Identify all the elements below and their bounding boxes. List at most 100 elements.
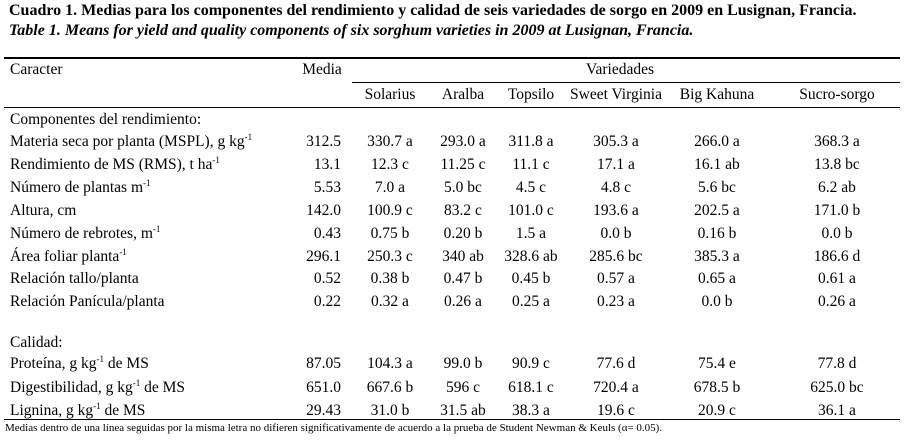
row-label-text: Relación Panícula/planta	[10, 293, 165, 310]
media-value: 312.5	[306, 133, 341, 150]
row-label-text: Materia seca por planta (MSPL), g kg	[10, 133, 245, 150]
variety-value: 0.23 a	[597, 293, 635, 310]
variety-value: 171.0 b	[813, 202, 861, 219]
row-label: Número de plantas m-1	[10, 179, 151, 197]
unit-exponent: -1	[132, 378, 141, 388]
variety-value: 0.47 b	[443, 270, 483, 287]
media-value: 13.1	[313, 156, 341, 173]
variety-value: 305.3 a	[593, 133, 639, 150]
variety-value: 17.1 a	[597, 156, 635, 173]
row-label: Proteína, g kg-1 de MS	[10, 355, 149, 373]
variety-value: 311.8 a	[508, 133, 554, 150]
variety-header: Sweet Virginia	[570, 86, 662, 103]
variety-value: 77.8 d	[817, 355, 857, 372]
unit-exponent: -1	[212, 155, 220, 165]
variety-value: 0.45 b	[511, 270, 551, 287]
row-label-text: Digestibilidad, g kg	[10, 379, 133, 396]
media-value: 5.53	[313, 179, 341, 196]
row-label: Rendimiento de MS (RMS), t ha-1	[10, 156, 220, 174]
row-label-text: Área foliar planta	[10, 248, 120, 265]
variety-value: 202.5 a	[694, 202, 740, 219]
variety-value: 11.1 c	[512, 156, 550, 173]
variety-value: 0.25 a	[512, 293, 550, 310]
variety-header: Topsilo	[507, 86, 555, 103]
variety-value: 0.75 b	[370, 225, 410, 242]
media-value: 0.52	[313, 270, 341, 287]
variety-value: 77.6 d	[596, 355, 636, 372]
variety-value: 186.6 d	[813, 248, 861, 265]
variety-value: 101.0 c	[508, 202, 554, 219]
variety-value: 0.20 b	[443, 225, 483, 242]
media-value: 142.0	[306, 202, 341, 219]
row-label: Altura, cm	[10, 202, 76, 220]
unit-exponent: -1	[143, 178, 151, 188]
variety-value: 13.8 bc	[814, 156, 860, 173]
variety-header: Sucro-sorgo	[799, 86, 875, 103]
variety-value: 4.8 c	[600, 179, 632, 196]
caption-en-label: Table 1.	[9, 22, 61, 39]
variety-value: 0.65 a	[698, 270, 736, 287]
variety-value: 12.3 c	[371, 156, 409, 173]
unit-exponent: -1	[244, 132, 253, 142]
row-label-text: Proteína, g kg	[10, 355, 97, 372]
variety-value: 31.0 b	[370, 402, 410, 419]
variety-value: 0.0 b	[821, 225, 853, 242]
variety-value: 293.0 a	[440, 133, 486, 150]
variety-value: 0.61 a	[818, 270, 856, 287]
variety-value: 90.9 c	[512, 355, 550, 372]
caption-english: Table 1. Means for yield and quality com…	[9, 22, 693, 40]
media-value: 0.22	[313, 293, 341, 310]
row-label-suffix: de MS	[100, 402, 146, 419]
row-label-text: Número de rebrotes, m	[10, 225, 153, 242]
unit-exponent: -1	[119, 247, 127, 257]
header-variedades: Variedades	[586, 61, 654, 78]
variety-value: 368.3 a	[814, 133, 860, 150]
variety-value: 618.1 c	[508, 379, 554, 396]
caption-es-text: Medias para los componentes del rendimie…	[77, 2, 857, 19]
variety-value: 99.0 b	[443, 355, 483, 372]
table-bottom-rule	[4, 419, 900, 420]
variety-value: 385.3 a	[694, 248, 740, 265]
row-label-text: Relación tallo/planta	[10, 270, 139, 287]
caption-spanish: Cuadro 1. Medias para los componentes de…	[9, 2, 856, 20]
media-value: 651.0	[306, 379, 341, 396]
variety-value: 266.0 a	[694, 133, 740, 150]
variety-value: 720.4 a	[593, 379, 639, 396]
row-label-suffix: de MS	[104, 355, 149, 372]
variety-value: 0.57 a	[597, 270, 635, 287]
variety-header: Solarius	[364, 86, 416, 103]
variety-header: Big Kahuna	[679, 86, 755, 103]
variety-value: 678.5 b	[693, 379, 741, 396]
row-label: Relación Panícula/planta	[10, 293, 165, 311]
variety-value: 0.32 a	[371, 293, 409, 310]
variety-value: 31.5 ab	[440, 402, 486, 419]
row-label-text: Número de plantas m	[10, 179, 144, 196]
variety-value: 19.6 c	[597, 402, 635, 419]
variety-value: 5.0 bc	[444, 179, 482, 196]
variety-value: 6.2 ab	[818, 179, 856, 196]
row-label-text: Altura, cm	[10, 202, 77, 219]
section-title: Componentes del rendimiento:	[10, 111, 202, 128]
variety-value: 0.16 b	[697, 225, 737, 242]
media-value: 296.1	[306, 248, 341, 265]
row-label: Digestibilidad, g kg-1 de MS	[10, 379, 185, 397]
header-bottom-rule	[4, 107, 900, 108]
variedades-rule	[352, 82, 900, 83]
variety-value: 36.1 a	[818, 402, 856, 419]
variety-value: 1.5 a	[515, 225, 547, 242]
variety-value: 20.9 c	[698, 402, 736, 419]
row-label: Relación tallo/planta	[10, 270, 139, 288]
variety-value: 5.6 bc	[698, 179, 736, 196]
variety-value: 83.2 c	[444, 202, 482, 219]
variety-value: 250.3 c	[367, 248, 413, 265]
variety-value: 100.9 c	[367, 202, 413, 219]
media-value: 29.43	[306, 402, 341, 419]
caption-es-label: Cuadro 1.	[9, 2, 78, 19]
variety-value: 667.6 b	[366, 379, 414, 396]
variety-value: 340 ab	[442, 248, 484, 265]
media-value: 87.05	[306, 355, 341, 372]
row-label-text: Lignina, g kg	[10, 402, 94, 419]
row-label-suffix: de MS	[140, 379, 185, 396]
variety-value: 285.6 bc	[589, 248, 643, 265]
variety-value: 0.26 a	[818, 293, 856, 310]
